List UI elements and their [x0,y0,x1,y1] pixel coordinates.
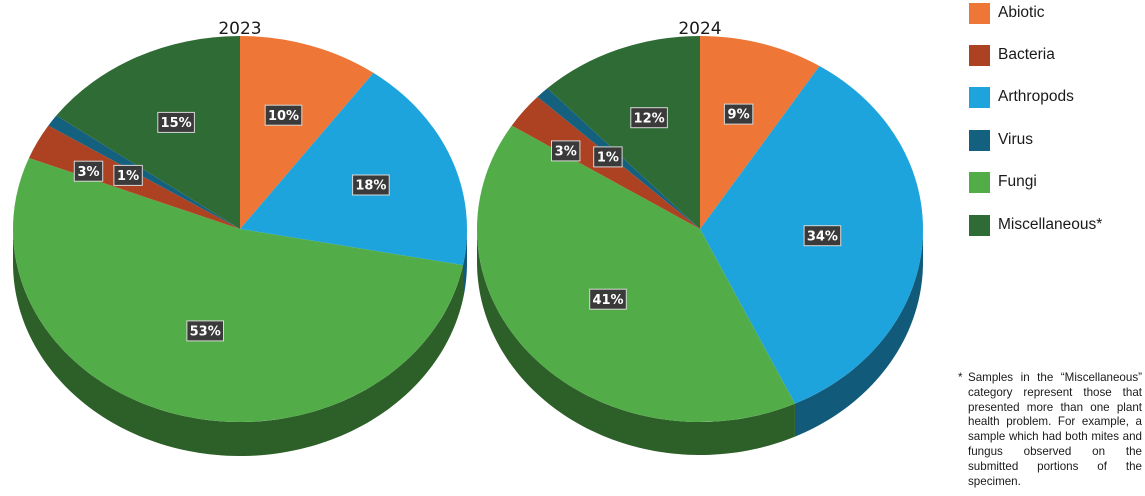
data-label-bacteria: 3% [77,165,99,180]
pie-slice-miscellaneous [56,35,240,229]
footnote-text: Samples in the “Miscellaneous” category … [968,371,1142,488]
data-label-virus: 1% [117,169,139,184]
data-label-box [593,146,623,168]
pie-side-arthropods [462,229,467,300]
legend-item-bacteria: Bacteria [969,43,1055,67]
pie-charts: 2023 10% 18% 53% 3% 1% 15% 2024 9% 34% 41% 3% 1% 12% [13,19,924,456]
legend-label: Fungi [998,173,1037,190]
legend-swatch-arthropods [969,86,990,108]
data-label-miscellaneous: 15% [161,116,192,131]
data-label-box [73,160,104,182]
data-label-box [157,111,195,133]
data-label-abiotic: 9% [728,108,750,123]
pie-slice-abiotic [700,36,820,229]
chart-title: 2023 [218,19,261,39]
pie-side-fungi [13,229,463,456]
pie-slice-abiotic [240,36,374,229]
legend-label: Virus [998,131,1034,148]
pie-chart-2023: 2023 10% 18% 53% 3% 1% 15% [13,19,468,456]
data-label-box [551,140,581,162]
legend-label: Arthropods [998,88,1074,105]
legend-item-virus: Virus [969,128,1033,152]
pie-slice-virus [48,115,241,229]
footnote-marker: * [958,371,963,384]
data-label-box [723,103,754,125]
footnote: * Samples in the “Miscellaneous” categor… [958,371,1142,489]
pie-slice-fungi [476,125,795,422]
data-label-box [186,320,224,342]
legend-swatch-miscellaneous [969,214,990,236]
legend-swatch-abiotic [969,2,990,24]
legend-swatch-virus [969,129,990,151]
pie-slice-miscellaneous [547,36,700,229]
data-label-abiotic: 10% [268,109,299,124]
legend-label: Miscellaneous* [998,216,1103,233]
chart-title: 2024 [678,19,721,39]
pie-slice-arthropods [240,72,468,266]
data-label-arthropods: 34% [807,229,838,244]
data-label-arthropods: 18% [355,179,386,194]
legend-label: Bacteria [998,46,1055,63]
data-label-box [589,288,627,310]
data-label-virus: 1% [597,151,619,166]
pie-chart-2024: 2024 9% 34% 41% 3% 1% 12% [476,19,924,455]
data-label-miscellaneous: 12% [634,111,665,126]
data-label-box [803,225,842,247]
data-label-box [264,104,303,126]
legend-swatch-fungi [969,171,990,193]
data-label-box [352,174,390,196]
legend-label: Abiotic [998,4,1045,21]
data-label-bacteria: 3% [555,145,577,160]
legend-item-miscellaneous: Miscellaneous* [969,213,1102,237]
legend-item-fungi: Fungi [969,170,1037,194]
legend-item-arthropods: Arthropods [969,85,1074,109]
legend-item-abiotic: Abiotic [969,1,1045,25]
legend-swatch-bacteria [969,44,990,66]
pie-slice-fungi [13,157,463,422]
data-label-box [113,164,143,186]
pie-side-arthropods [794,229,923,437]
data-label-box [630,107,668,129]
data-label-fungi: 53% [190,325,221,340]
pie-side-fungi [477,229,795,455]
data-label-fungi: 41% [592,293,623,308]
